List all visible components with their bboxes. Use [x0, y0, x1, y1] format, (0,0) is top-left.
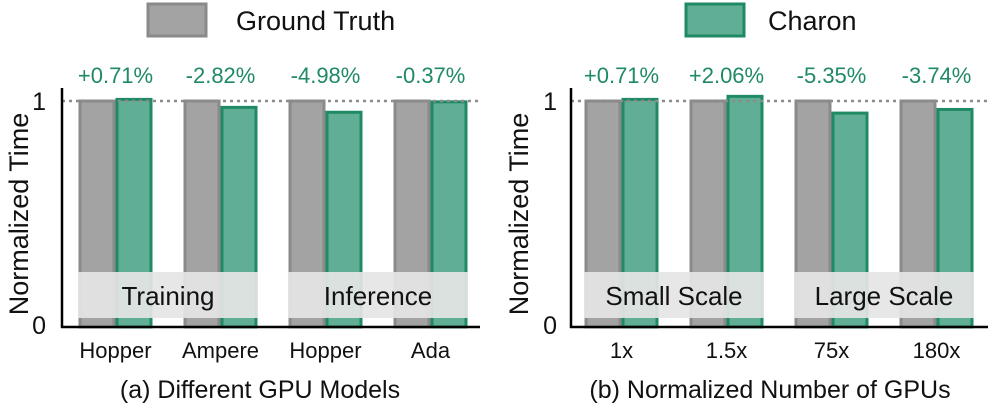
annotation-b-1: +2.06% — [689, 63, 764, 88]
group-label-b-1: Large Scale — [815, 281, 954, 311]
x-tick-label-b-0: 1x — [610, 338, 633, 363]
legend-swatch-ground-truth — [146, 2, 208, 38]
x-tick-label-a-1: Ampere — [182, 338, 259, 363]
annotation-a-3: -0.37% — [396, 63, 466, 88]
y-axis-title-b: Normalized Time — [504, 113, 534, 316]
caption-a: (a) Different GPU Models — [120, 376, 400, 404]
x-tick-label-a-3: Ada — [411, 338, 451, 363]
panel-a: Normalized Time 1 0 (a) Different GPU Mo… — [4, 63, 480, 404]
annotation-a-1: -2.82% — [186, 63, 256, 88]
group-label-a-0: Training — [122, 281, 215, 311]
annotation-a-2: -4.98% — [291, 63, 361, 88]
annotation-a-0: +0.71% — [78, 63, 153, 88]
group-box-a-0 — [78, 272, 258, 318]
y-tick-label-a-1: 1 — [32, 88, 46, 116]
legend-label-charon: Charon — [768, 6, 857, 36]
annotation-b-3: -3.74% — [902, 63, 972, 88]
annotation-b-2: -5.35% — [797, 63, 867, 88]
x-tick-label-b-2: 75x — [814, 338, 849, 363]
group-box-a-1 — [288, 272, 468, 318]
group-box-b-1 — [794, 272, 974, 318]
panel-b: Normalized Time 1 0 (b) Normalized Numbe… — [504, 63, 988, 404]
group-label-b-0: Small Scale — [605, 281, 742, 311]
annotation-b-0: +0.71% — [584, 63, 659, 88]
legend-swatch-charon — [684, 2, 746, 38]
labels-a: Training Inference — [78, 272, 468, 318]
labels-b: Small Scale Large Scale — [584, 272, 974, 318]
y-axis-title-a: Normalized Time — [4, 113, 34, 316]
x-tick-label-b-3: 180x — [913, 338, 961, 363]
x-tick-label-b-1: 1.5x — [706, 338, 748, 363]
legend-label-ground-truth: Ground Truth — [236, 6, 395, 36]
y-tick-label-a-0: 0 — [32, 312, 46, 340]
legend: Ground Truth Charon — [146, 2, 857, 38]
y-tick-label-b-0: 0 — [543, 312, 557, 340]
group-label-a-1: Inference — [324, 281, 432, 311]
x-tick-label-a-0: Hopper — [79, 338, 151, 363]
caption-b: (b) Normalized Number of GPUs — [589, 376, 950, 404]
group-box-b-0 — [584, 272, 764, 318]
x-tick-label-a-2: Hopper — [289, 338, 361, 363]
y-tick-label-b-1: 1 — [543, 88, 557, 116]
